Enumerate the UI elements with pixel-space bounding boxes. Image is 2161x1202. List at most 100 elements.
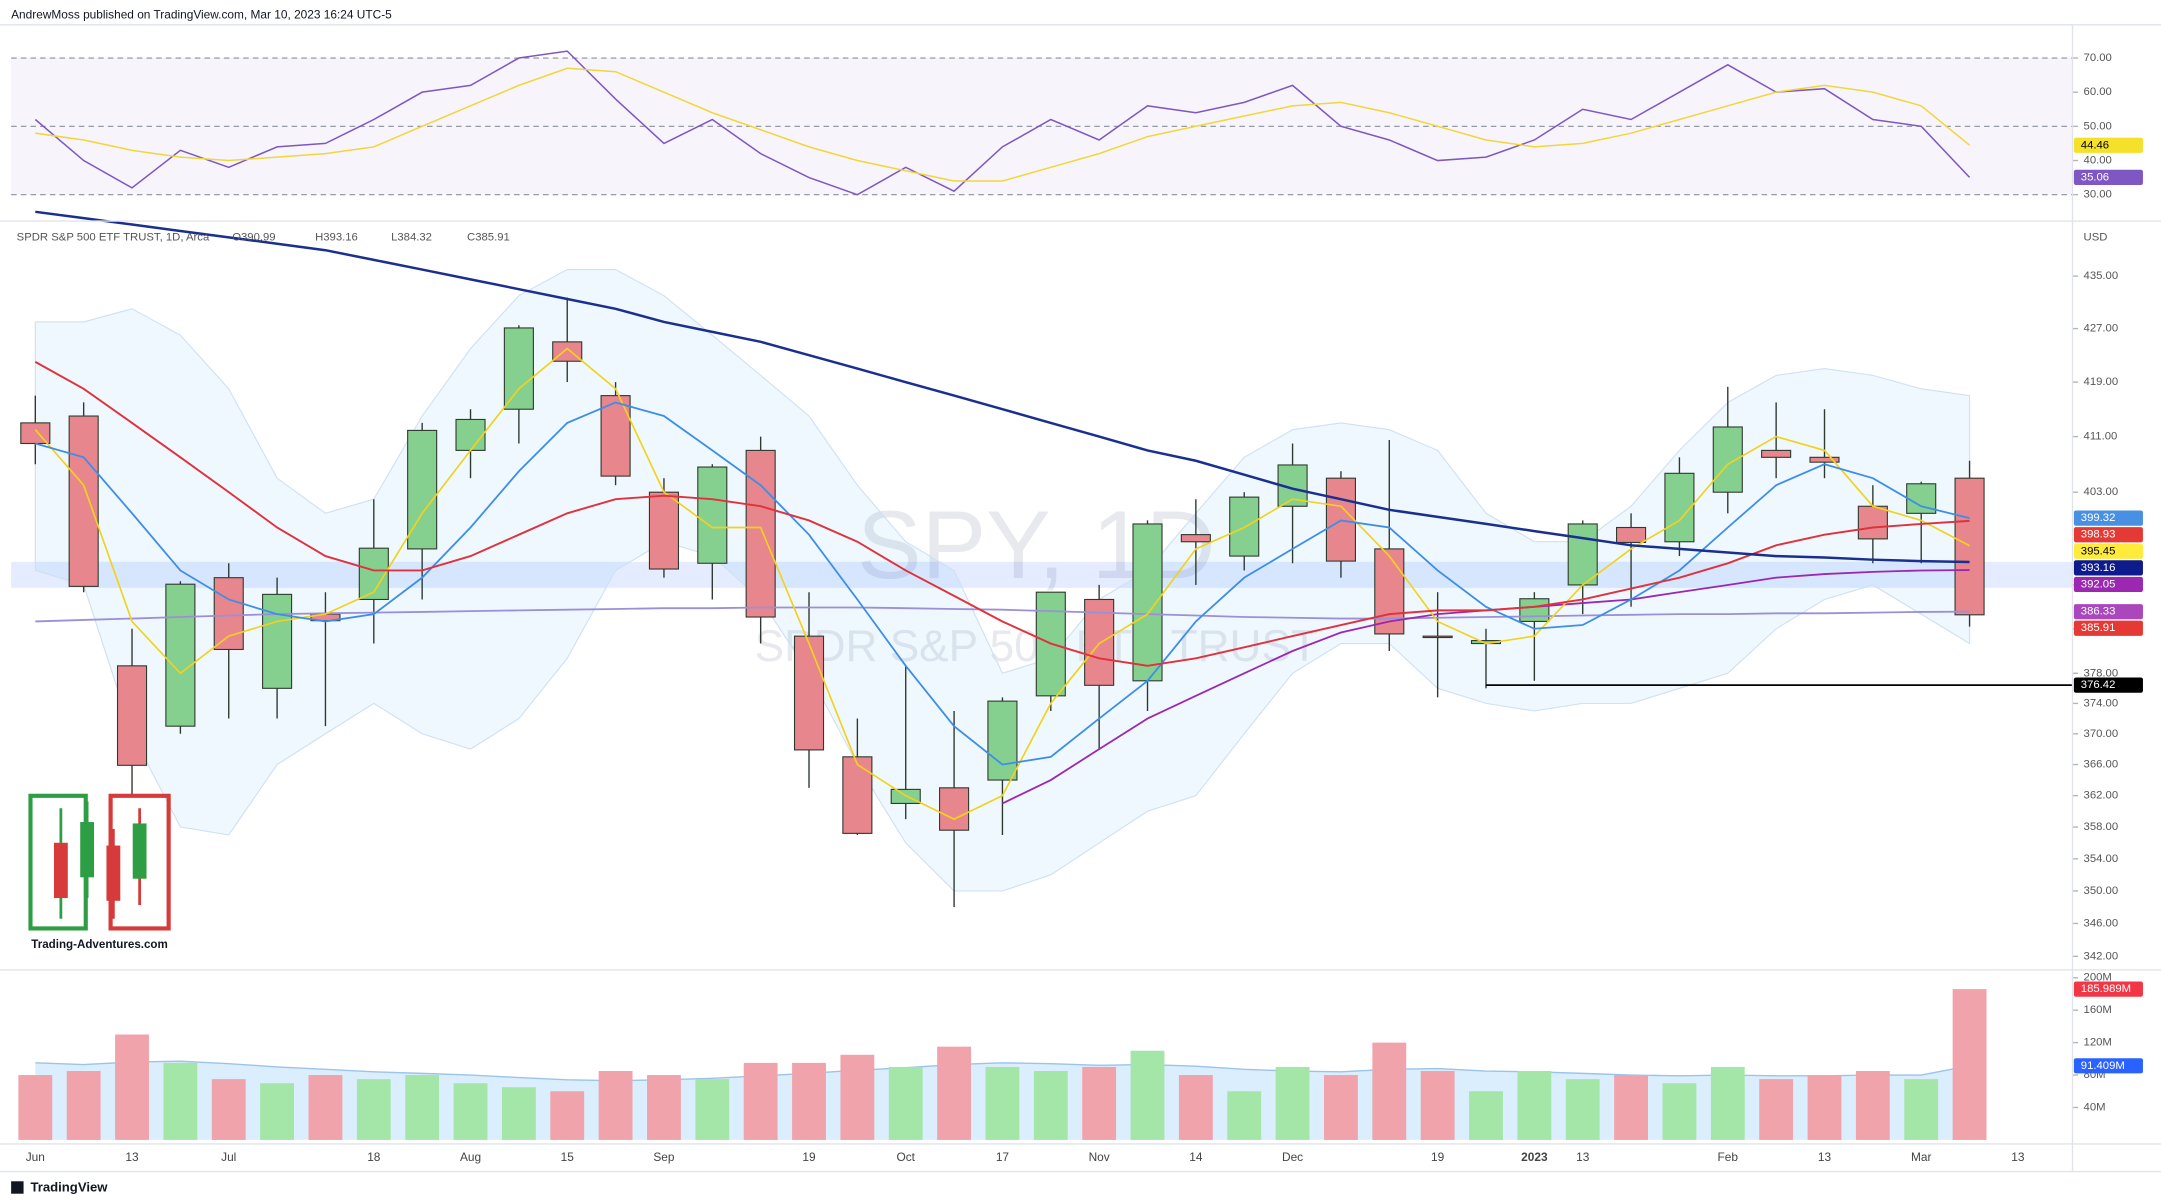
- price-badge: [2073, 137, 2143, 153]
- y-tick-label: 354.00: [2084, 853, 2119, 865]
- candle-body: [1664, 472, 1695, 543]
- candle-body: [1422, 635, 1453, 639]
- volume-bar: [792, 1062, 826, 1140]
- candle-body: [939, 787, 970, 831]
- volume-bar: [356, 1079, 391, 1140]
- volume-bar: [888, 1066, 923, 1140]
- price-badge-label: 376.42: [2081, 679, 2116, 691]
- price-badge-label: 185.989M: [2081, 983, 2131, 995]
- volume-bar: [163, 1062, 198, 1140]
- x-tick-label: Jul: [221, 1150, 236, 1164]
- volume-bar: [115, 1034, 149, 1140]
- volume-bar: [1033, 1071, 1068, 1140]
- y-tick-label: 435.00: [2084, 270, 2119, 282]
- rsi-line: [34, 50, 1971, 196]
- y-tick-label: 40M: [2084, 1101, 2106, 1113]
- publisher: AndrewMoss published on TradingView.com,…: [11, 7, 392, 21]
- volume-bar: [550, 1091, 585, 1140]
- volume-bar: [501, 1087, 536, 1140]
- volume-bar: [1565, 1079, 1600, 1140]
- x-tick-label: 13: [2011, 1150, 2025, 1164]
- volume-bar: [1324, 1075, 1358, 1140]
- price-badge: [2073, 560, 2143, 576]
- x-tick-label: Jun: [26, 1150, 45, 1164]
- volume-bar: [937, 1046, 972, 1140]
- moving-average: [35, 401, 1970, 766]
- y-tick-label: 358.00: [2084, 821, 2119, 833]
- candle-body: [262, 593, 293, 689]
- price-badge: [2073, 620, 2143, 636]
- candle-body: [987, 700, 1018, 781]
- candle-body: [1761, 449, 1792, 458]
- y-tick-label: 50.00: [2084, 120, 2112, 132]
- footer: TradingView: [11, 1180, 108, 1195]
- moving-average: [35, 606, 1970, 623]
- candle-body: [1809, 456, 1840, 463]
- logo-text: Trading-Adventures.com: [31, 938, 168, 951]
- volume-bar: [1130, 1050, 1165, 1140]
- zone: [11, 561, 2073, 588]
- price-badge-label: 392.05: [2081, 578, 2116, 590]
- candle-body: [793, 635, 825, 751]
- y-tick-label: 403.00: [2084, 486, 2119, 498]
- x-tick-label: 14: [1189, 1150, 1203, 1164]
- volume-bar: [260, 1083, 295, 1140]
- price-badge: [2073, 543, 2143, 559]
- candle-body: [213, 577, 244, 651]
- volume-bar: [743, 1062, 778, 1140]
- candle-body: [1132, 523, 1163, 682]
- volume-bar: [1178, 1075, 1213, 1140]
- volume-bar: [1420, 1071, 1455, 1140]
- logo-candle: [132, 823, 147, 879]
- volume-bar: [1372, 1042, 1407, 1140]
- volume-bar: [1227, 1091, 1262, 1140]
- volume-bar: [840, 1054, 875, 1140]
- y-tick-label: 70.00: [2084, 52, 2112, 64]
- y-tick-label: 342.00: [2084, 950, 2119, 962]
- volume-bar: [1517, 1071, 1552, 1140]
- candle-body: [697, 466, 728, 564]
- candle-body: [1954, 477, 1985, 616]
- volume-bar: [1710, 1066, 1745, 1140]
- footer-brand: TradingView: [30, 1180, 108, 1195]
- volume-bar: [1904, 1079, 1939, 1140]
- y-tick-label: 374.00: [2084, 697, 2119, 709]
- currency: USD: [2084, 232, 2108, 244]
- candle-body: [455, 418, 486, 451]
- y-tick-label: 30.00: [2084, 189, 2112, 201]
- ohlc-value: L384.32: [391, 232, 432, 244]
- candle-body: [842, 756, 873, 834]
- x-tick-label: 15: [561, 1150, 575, 1164]
- x-tick-label: 13: [125, 1150, 139, 1164]
- volume-bar: [453, 1083, 488, 1140]
- footer-icon: [11, 1181, 24, 1194]
- volume-bar: [308, 1075, 343, 1140]
- y-tick-label: 120M: [2084, 1037, 2112, 1049]
- volume-bar: [1662, 1083, 1697, 1140]
- x-tick-label: 13: [1576, 1150, 1590, 1164]
- candle-body: [1616, 526, 1647, 544]
- volume-bar: [598, 1071, 633, 1140]
- y-tick-label: 378.00: [2084, 667, 2119, 679]
- rsi-line: [35, 67, 1971, 182]
- price-badge-label: 44.46: [2081, 139, 2109, 151]
- price-badge-label: 399.32: [2081, 512, 2116, 524]
- y-tick-label: 366.00: [2084, 759, 2119, 771]
- moving-average: [34, 360, 1970, 667]
- price-badge-label: 386.33: [2081, 606, 2116, 618]
- volume-bar: [211, 1079, 246, 1140]
- y-tick-label: 362.00: [2084, 790, 2119, 802]
- candle-body: [1519, 598, 1550, 622]
- moving-average: [34, 347, 1970, 821]
- y-tick-label: 40.00: [2084, 154, 2112, 166]
- x-tick-label: Dec: [1282, 1150, 1303, 1164]
- logo-candle: [106, 845, 121, 901]
- volume-bar: [66, 1071, 101, 1140]
- layer: 30.0040.0050.0060.0070.0044.4635.06SPY, …: [11, 50, 2143, 1164]
- price-badge-label: 395.45: [2081, 545, 2116, 557]
- y-tick-label: 200M: [2084, 972, 2112, 984]
- candle-body: [552, 341, 583, 362]
- y-tick-label: 350.00: [2084, 885, 2119, 897]
- y-tick-label: 411.00: [2084, 431, 2118, 443]
